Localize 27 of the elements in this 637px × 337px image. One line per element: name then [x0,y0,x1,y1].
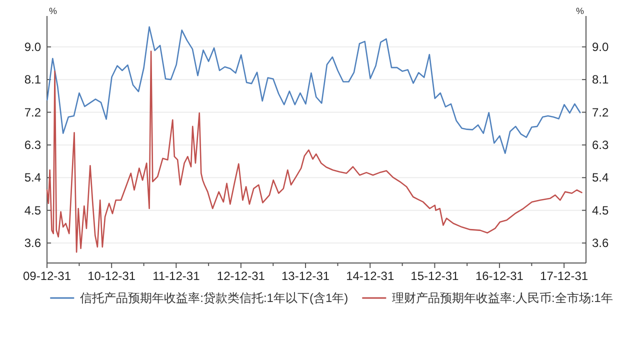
y-axis-title: % [49,6,58,16]
y-tick-label: 8.1 [24,72,42,87]
y2-tick-label: 4.5 [592,203,610,218]
y2-tick-label: 6.3 [592,138,610,152]
y2-tick-label: 7.2 [592,105,610,120]
x-tick-label: 16-12-31 [475,269,524,283]
y-tick-label: 9.0 [24,40,42,54]
y-tick-label: 3.6 [24,236,42,250]
y-tick-label: 4.5 [24,203,42,218]
x-tick-label: 13-12-31 [282,269,330,283]
x-tick-label: 12-12-31 [216,269,266,283]
x-tick-label: 14-12-31 [346,269,394,283]
y2-axis-title: % [576,6,584,16]
x-tick-label: 10-12-31 [88,269,136,283]
y2-tick-label: 8.1 [592,72,610,87]
legend-label: 信托产品预期年收益率:贷款类信托:1年以下(含1年) [80,291,348,305]
y-tick-label: 5.4 [24,170,42,185]
x-tick-label: 15-12-31 [410,269,460,283]
y2-tick-label: 9.0 [592,40,610,54]
y2-tick-label: 5.4 [592,170,610,185]
x-tick-label: 17-12-31 [540,269,588,283]
x-tick-label: 09-12-31 [22,269,72,283]
y2-tick-label: 3.6 [592,236,610,250]
legend-label: 理财产品预期年收益率:人民币:全市场:1年 [392,291,613,305]
x-tick-label: 11-12-31 [152,269,200,283]
y-tick-label: 7.2 [24,105,42,120]
y-tick-label: 6.3 [24,138,42,152]
